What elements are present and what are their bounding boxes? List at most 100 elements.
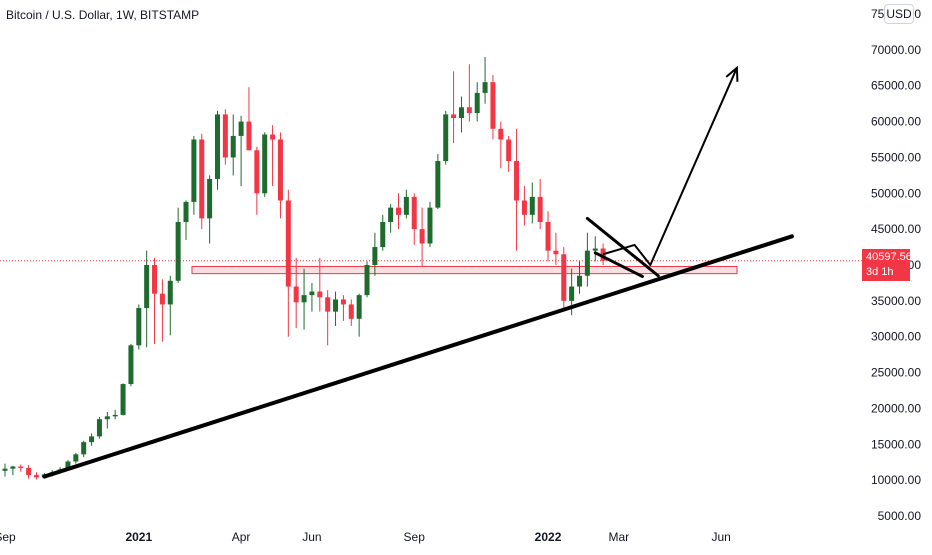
candle-body	[262, 134, 268, 194]
candle-body	[120, 384, 126, 415]
candle-body	[451, 114, 457, 119]
candle-body	[364, 265, 370, 296]
trendline-flag-bottom	[593, 251, 644, 278]
candle-body	[10, 466, 16, 469]
candle-body	[458, 107, 464, 119]
candle-body	[112, 414, 118, 417]
x-tick-label: Sep	[404, 530, 426, 544]
candle-body	[325, 297, 331, 312]
candle-body	[396, 207, 401, 215]
candle-body	[443, 114, 449, 162]
last-price-tag: 40597.56 3d 1h	[862, 249, 912, 281]
candle-body	[73, 454, 79, 462]
candle-body	[592, 248, 598, 251]
y-tick-label: 50000.00	[871, 186, 921, 200]
candle-body	[419, 229, 425, 244]
candle-body	[222, 114, 228, 158]
y-tick-label: 35000.00	[871, 294, 921, 308]
candle-body	[89, 436, 95, 443]
candle-body	[506, 139, 512, 162]
candle-body	[301, 295, 307, 303]
projection-path	[602, 67, 738, 267]
y-tick-label: 70000.00	[871, 43, 921, 57]
trendline-flag-top	[585, 216, 660, 278]
candle-body	[104, 416, 110, 420]
candle-body	[238, 121, 244, 136]
candle-body	[96, 419, 102, 437]
y-tick-label: 65000.00	[871, 79, 921, 93]
x-tick-label: 2022	[535, 530, 562, 544]
candle-body	[561, 254, 567, 301]
candle-body	[144, 265, 150, 309]
candle-body	[490, 82, 496, 129]
candle-body	[285, 200, 291, 287]
x-tick-label: Mar	[609, 530, 630, 544]
candle-body	[403, 196, 409, 215]
candle-body	[537, 196, 543, 222]
y-tick-label: 45000.00	[871, 222, 921, 236]
y-tick-label: 10000.00	[871, 473, 921, 487]
candle-body	[65, 461, 71, 470]
currency-button[interactable]: USD	[884, 4, 914, 24]
candle-body	[427, 207, 433, 244]
candle-body	[2, 468, 8, 471]
price-zone	[191, 265, 738, 275]
candle-body	[254, 150, 260, 194]
candle-body	[577, 275, 583, 287]
y-tick-label: 60000.00	[871, 115, 921, 129]
candle-body	[600, 248, 606, 261]
candle-body	[128, 345, 134, 385]
y-tick-label: 25000.00	[871, 366, 921, 380]
candle-body	[333, 299, 339, 312]
candle-body	[435, 161, 441, 208]
x-tick-label: Sep	[0, 530, 16, 544]
candles-group	[2, 57, 606, 480]
x-tick-label: Jun	[302, 530, 321, 544]
candle-body	[521, 200, 527, 215]
candle-body	[136, 308, 142, 346]
x-tick-label: 2021	[125, 530, 152, 544]
candle-body	[167, 280, 173, 305]
candle-body	[33, 475, 39, 478]
y-tick-label: 30000.00	[871, 330, 921, 344]
candle-body	[230, 135, 236, 158]
candle-body	[514, 161, 520, 201]
candle-body	[309, 291, 315, 296]
last-price-value: 40597.56	[866, 251, 912, 263]
x-tick-label: Apr	[232, 530, 251, 544]
candle-body	[191, 139, 197, 202]
candle-body	[18, 466, 24, 468]
candle-body	[482, 82, 488, 93]
last-price-countdown: 3d 1h	[866, 266, 894, 278]
candle-body	[553, 250, 559, 255]
candle-body	[340, 299, 346, 305]
candle-body	[411, 196, 417, 230]
candle-body	[388, 207, 394, 222]
candle-body	[81, 442, 87, 455]
y-tick-label: 20000.00	[871, 401, 921, 415]
y-tick-label: 55000.00	[871, 150, 921, 164]
candle-body	[380, 221, 386, 248]
candle-body	[246, 121, 252, 151]
trendline-support	[42, 234, 794, 479]
candle-body	[175, 221, 181, 281]
candle-body	[152, 265, 158, 294]
y-tick-label: 15000.00	[871, 437, 921, 451]
candle-body	[474, 92, 480, 113]
candle-body	[183, 201, 189, 222]
candle-body	[498, 128, 504, 140]
candle-body	[270, 134, 276, 140]
candle-body	[569, 286, 575, 301]
candle-body	[277, 139, 283, 201]
candle-body	[214, 114, 220, 179]
x-tick-label: Jun	[711, 530, 730, 544]
candle-body	[545, 221, 551, 251]
candle-body	[584, 250, 590, 276]
projection-arrowhead	[725, 65, 739, 82]
chart-title: Bitcoin / U.S. Dollar, 1W, BITSTAMP	[6, 8, 200, 22]
candle-body	[26, 467, 32, 476]
candle-body	[159, 293, 165, 305]
y-tick-label: 5000.00	[878, 509, 922, 523]
